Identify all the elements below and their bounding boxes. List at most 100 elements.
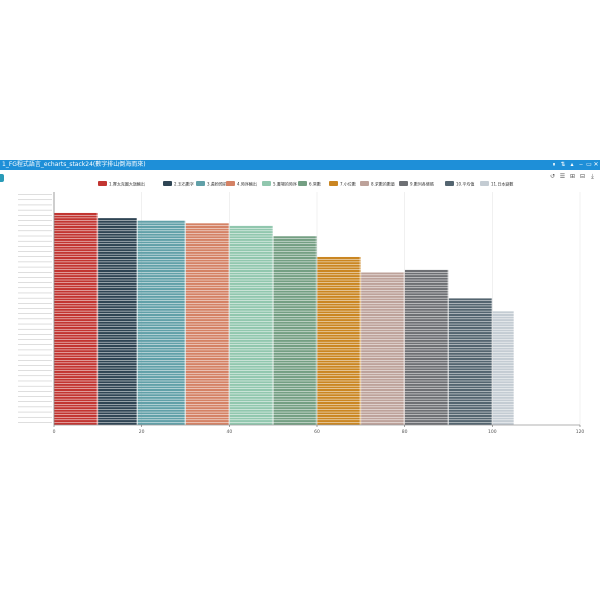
data-view-icon[interactable]: ☰ <box>559 173 566 180</box>
bar-segment <box>317 293 361 296</box>
legend-item[interactable]: 5.書場的時序 <box>262 181 297 187</box>
collapse-button[interactable]: ▴ <box>570 161 574 168</box>
bar-segment <box>137 389 186 392</box>
bar-segment <box>137 344 186 348</box>
bar-segment <box>137 313 186 317</box>
legend-item[interactable]: 8.求數的數量 <box>360 181 395 187</box>
bar-segment <box>273 300 317 304</box>
bar-segment <box>404 329 449 332</box>
bar-segment <box>98 293 137 296</box>
bar-segment <box>98 244 137 247</box>
zoom-icon[interactable]: ⊞ <box>569 173 576 180</box>
pause-button[interactable]: ⏸ <box>552 161 556 168</box>
bar-segment <box>185 306 230 309</box>
bar-segment <box>404 407 449 410</box>
bar-segment <box>54 262 98 265</box>
bar-segment <box>273 407 317 410</box>
bar-segment <box>361 412 405 415</box>
bar-segment <box>317 412 361 415</box>
bar-segment <box>317 285 361 288</box>
bar-segment <box>273 275 317 278</box>
bar-segment <box>273 319 317 322</box>
bar-segment <box>229 383 273 386</box>
bar-segment <box>98 300 137 304</box>
bar-segment <box>185 277 230 280</box>
bar-segment <box>229 342 273 345</box>
bar-segment <box>54 355 98 358</box>
legend-item[interactable]: 10.平均值 <box>445 181 474 187</box>
legend-item[interactable]: 2.玉石數字 <box>163 181 194 187</box>
bar-segment <box>185 404 230 407</box>
bar-segment <box>229 352 273 355</box>
bar-segment <box>448 313 493 317</box>
bar-segment <box>229 344 273 348</box>
bar-segment <box>229 313 273 317</box>
bar-segment <box>137 303 186 306</box>
maximize-button[interactable]: ▭ <box>586 161 592 168</box>
bar-segment <box>54 409 98 412</box>
bar-segment <box>54 383 98 386</box>
close-button[interactable]: ✕ <box>593 161 599 168</box>
bar-segment <box>404 365 449 368</box>
bar-segment <box>54 316 98 319</box>
legend-item[interactable]: 6.常數 <box>298 181 321 187</box>
legend-item[interactable]: 9.數列各條碼 <box>399 181 434 187</box>
bar-segment <box>185 329 230 332</box>
bar-segment <box>361 277 405 280</box>
bar-segment <box>317 303 361 306</box>
bar-segment <box>361 378 405 381</box>
bar-segment <box>54 422 98 425</box>
bar-segment <box>317 324 361 327</box>
bar-segment <box>185 352 230 355</box>
legend-item[interactable]: 11.日本變數 <box>480 181 513 187</box>
legend-swatch <box>226 181 235 186</box>
legend-label: 5.書場的時序 <box>273 181 297 187</box>
bar-segment <box>361 313 405 317</box>
legend-swatch <box>445 181 454 186</box>
bar-segment <box>98 363 137 366</box>
legend-swatch <box>360 181 369 186</box>
legend-item[interactable]: 4.時序輸出 <box>226 181 257 187</box>
bar-segment <box>273 254 317 257</box>
bar-segment <box>98 334 137 337</box>
legend-item[interactable]: 3.黃粉預前等 <box>196 181 231 187</box>
bar-segment <box>317 267 361 270</box>
bar-segment <box>317 277 361 280</box>
bar-segment <box>98 220 137 223</box>
bar-segment <box>137 321 186 324</box>
sort-button[interactable]: ⇅ <box>560 161 566 168</box>
bar-segment <box>273 269 317 273</box>
legend-label: 8.求數的數量 <box>371 181 395 187</box>
bar-segment <box>361 342 405 345</box>
bar-segment <box>273 339 317 342</box>
legend-item[interactable]: 1.賽太克圖大旗輸出 <box>98 181 145 187</box>
bar-segment <box>185 412 230 415</box>
bar-segment <box>273 272 317 275</box>
save-image-icon[interactable]: ⤓ <box>591 173 594 180</box>
bar-segment <box>54 394 98 397</box>
restore-icon[interactable]: ↺ <box>549 173 556 180</box>
bar-segment <box>492 383 514 386</box>
legend-label: 10.平均值 <box>456 181 474 187</box>
bar-segment <box>137 262 186 265</box>
zoom-reset-icon[interactable]: ⊟ <box>579 173 586 180</box>
bar-segment <box>229 244 273 247</box>
bar-segment <box>229 378 273 381</box>
bar-segment <box>361 422 405 425</box>
minimize-button[interactable]: ‒ <box>579 161 583 168</box>
bar-segment <box>492 363 514 366</box>
bar-segment <box>229 300 273 304</box>
bar-segment <box>229 298 273 301</box>
bar-segment <box>492 422 514 425</box>
bar-segment <box>185 342 230 345</box>
bar-segment <box>361 347 405 350</box>
bar-segment <box>229 363 273 366</box>
bar-segment <box>448 337 493 340</box>
bar-segment <box>404 344 449 348</box>
bar-segment <box>448 370 493 373</box>
bar-segment <box>54 321 98 324</box>
legend-item[interactable]: 7.小位數 <box>329 181 356 187</box>
legend-label: 7.小位數 <box>340 181 356 187</box>
side-tab[interactable] <box>0 174 4 182</box>
bar-segment <box>98 267 137 270</box>
